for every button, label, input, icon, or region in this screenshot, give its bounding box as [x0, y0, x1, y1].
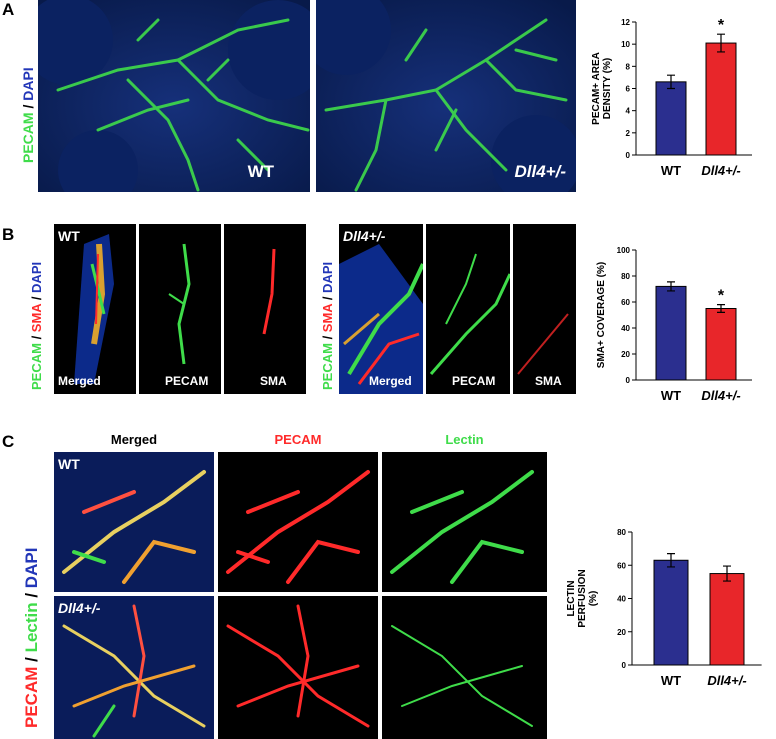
panel-b-stain-label-dll4: PECAM / SMA / DAPI	[320, 261, 335, 390]
y-tick-label: 0	[626, 376, 631, 385]
x-tick-label: WT	[661, 163, 681, 178]
y-tick-label: 100	[617, 246, 631, 255]
panel-b-dll4-pecam-caption: PECAM	[452, 374, 496, 388]
panel-c-label: C	[2, 432, 15, 451]
panel-b-label: B	[2, 225, 15, 244]
panel-c-col-pecam: PECAM	[274, 432, 322, 447]
y-tick-label: 6	[626, 85, 631, 94]
x-tick-label: WT	[661, 388, 681, 403]
panel-c-wt-lectin-image	[382, 452, 547, 592]
y-tick-label: 10	[621, 40, 630, 49]
y-tick-label: 80	[621, 272, 630, 281]
error-bar	[717, 304, 725, 313]
chart-c: 0 20 40 60 80 LECTIN PERFUSION (%) WT Dll4+/-	[566, 520, 776, 695]
y-tick-label: 40	[617, 595, 626, 604]
x-tick-label: Dll4+/-	[707, 673, 746, 688]
bar	[655, 81, 687, 156]
panel-a-wt-caption: WT	[247, 162, 274, 181]
chart-a: 0 2 4 6 8 10 12 PECAM+ AREA DENSITY (%) WT * Dll4+/…	[586, 10, 776, 190]
panel-b-dll4-sma-caption: SMA	[535, 374, 562, 388]
y-axis-label: PERFUSION	[577, 569, 588, 627]
panel-c-stain-label: PECAM / Lectin / DAPI	[22, 547, 41, 728]
panel-c-dll4-merged-image: Dll4+/-	[54, 596, 214, 739]
y-tick-label: 60	[617, 561, 626, 570]
y-tick-label: 60	[621, 298, 630, 307]
bar	[655, 285, 687, 381]
y-tick-label: 20	[617, 628, 626, 637]
panel-c-wt-merged-image: WT	[54, 452, 214, 592]
y-tick-label: 80	[617, 528, 626, 537]
x-tick-label: WT	[661, 673, 681, 688]
panel-b-wt-merged-image: WT Merged	[54, 224, 136, 394]
bar	[653, 559, 689, 666]
y-tick-label: 2	[626, 129, 631, 138]
panel-b-dll4-pecam-image: PECAM	[426, 224, 510, 394]
panel-b-stain-label-wt: PECAM / SMA / DAPI	[29, 261, 44, 390]
y-tick-label: 0	[622, 661, 627, 670]
bar	[709, 573, 745, 666]
y-tick-label: 20	[621, 350, 630, 359]
chart-svg: 0 20 40 60 80 LECTIN PERFUSION (%) WT Dll4+/-	[566, 528, 762, 688]
y-tick-label: 0	[626, 151, 631, 160]
panel-a-stain-label: PECAM / DAPI	[20, 67, 36, 163]
panel-a-label: A	[2, 0, 15, 19]
panel-c-dll4-pecam-image	[218, 596, 378, 739]
panel-a-dll4-image: Dll4+/-	[316, 0, 576, 192]
panel-b-wt-merged-caption: Merged	[58, 374, 101, 388]
y-tick-label: 8	[626, 62, 631, 71]
panel-b-dll4-tag: Dll4+/-	[343, 228, 386, 244]
bar	[705, 42, 737, 156]
error-bar	[667, 281, 675, 292]
panel-b-dll4-merged-caption: Merged	[369, 374, 412, 388]
x-tick-label: Dll4+/-	[701, 388, 740, 403]
panel-c-dll4-lectin-image	[382, 596, 547, 739]
y-axis-label: DENSITY (%)	[602, 58, 613, 120]
panel-c-wt-tag: WT	[58, 456, 80, 472]
panel-a-dll4-caption: Dll4+/-	[514, 162, 567, 181]
chart-b: 0 20 40 60 80 100 SMA+ COVERAGE (%) WT * Dll4+/-	[586, 240, 776, 415]
significance-star: *	[718, 17, 725, 34]
error-bar	[717, 33, 725, 53]
y-axis-label: LECTIN	[566, 580, 577, 616]
chart-svg: 0 20 40 60 80 100 SMA+ COVERAGE (%) WT * Dll4+/-	[596, 246, 752, 403]
y-tick-label: 12	[621, 18, 630, 27]
panel-c-wt-pecam-image	[218, 452, 378, 592]
panel-b-dll4-sma-image: SMA	[513, 224, 576, 394]
panel-b-wt-sma-caption: SMA	[260, 374, 287, 388]
y-axis-label: (%)	[588, 591, 599, 607]
y-tick-label: 4	[626, 107, 631, 116]
chart-svg: 0 2 4 6 8 10 12 PECAM+ AREA DENSITY (%) WT * Dll4+/…	[591, 17, 752, 178]
y-axis-label: SMA+ COVERAGE (%)	[596, 262, 607, 368]
y-axis-label: PECAM+ AREA	[591, 52, 602, 125]
error-bar	[667, 553, 675, 568]
error-bar	[667, 74, 675, 90]
panel-c-col-lectin: Lectin	[445, 432, 484, 447]
panel-b-dll4-merged-image: Dll4+/- Merged	[339, 224, 423, 394]
panel-b-wt-tag: WT	[58, 228, 80, 244]
panel-c-dll4-tag: Dll4+/-	[58, 600, 101, 616]
error-bar	[723, 565, 731, 582]
panel-a-wt-image: WT	[38, 0, 310, 192]
panel-b-wt-sma-image: SMA	[224, 224, 306, 394]
y-tick-label: 40	[621, 324, 630, 333]
panel-c-col-merged: Merged	[110, 432, 158, 447]
x-tick-label: Dll4+/-	[701, 163, 740, 178]
significance-star: *	[718, 288, 725, 305]
bar	[705, 308, 737, 381]
panel-b-wt-pecam-caption: PECAM	[165, 374, 209, 388]
panel-b-wt-pecam-image: PECAM	[139, 224, 221, 394]
